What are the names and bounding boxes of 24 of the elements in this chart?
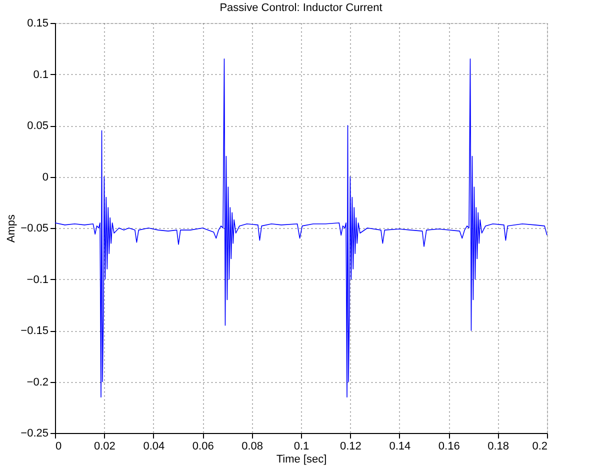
x-tick-label: 0.08 — [242, 440, 264, 452]
x-tick-label: 0.06 — [192, 440, 214, 452]
line-series — [54, 58, 548, 398]
y-tick-label: 0.15 — [27, 18, 48, 30]
x-tick-label: 0.14 — [389, 440, 411, 452]
x-tick-label: 0.12 — [340, 440, 362, 452]
x-tick-label: 0 — [56, 440, 62, 452]
x-tick-label: 0.1 — [294, 440, 310, 452]
y-tick-label: −0.1 — [26, 274, 48, 286]
x-tick-label: 0.04 — [143, 440, 165, 452]
y-tick-label: −0.25 — [20, 428, 48, 440]
y-tick-label: 0.05 — [27, 120, 48, 132]
x-axis-title: Time [sec] — [276, 454, 327, 466]
y-tick-label: −0.05 — [20, 222, 48, 234]
x-tick-label: 0.16 — [438, 440, 460, 452]
y-axis-title: Amps — [6, 214, 18, 243]
y-tick-label: 0 — [42, 171, 48, 184]
x-tick-label: 0.02 — [94, 440, 116, 452]
y-tick-label: −0.15 — [20, 325, 48, 337]
y-tick-label: −0.2 — [26, 376, 48, 388]
x-tick-label: 0.18 — [488, 440, 510, 452]
chart-title: Passive Control: Inductor Current — [220, 2, 382, 14]
y-tick-label: 0.1 — [33, 68, 48, 81]
x-tick-label: 0.2 — [532, 440, 548, 452]
